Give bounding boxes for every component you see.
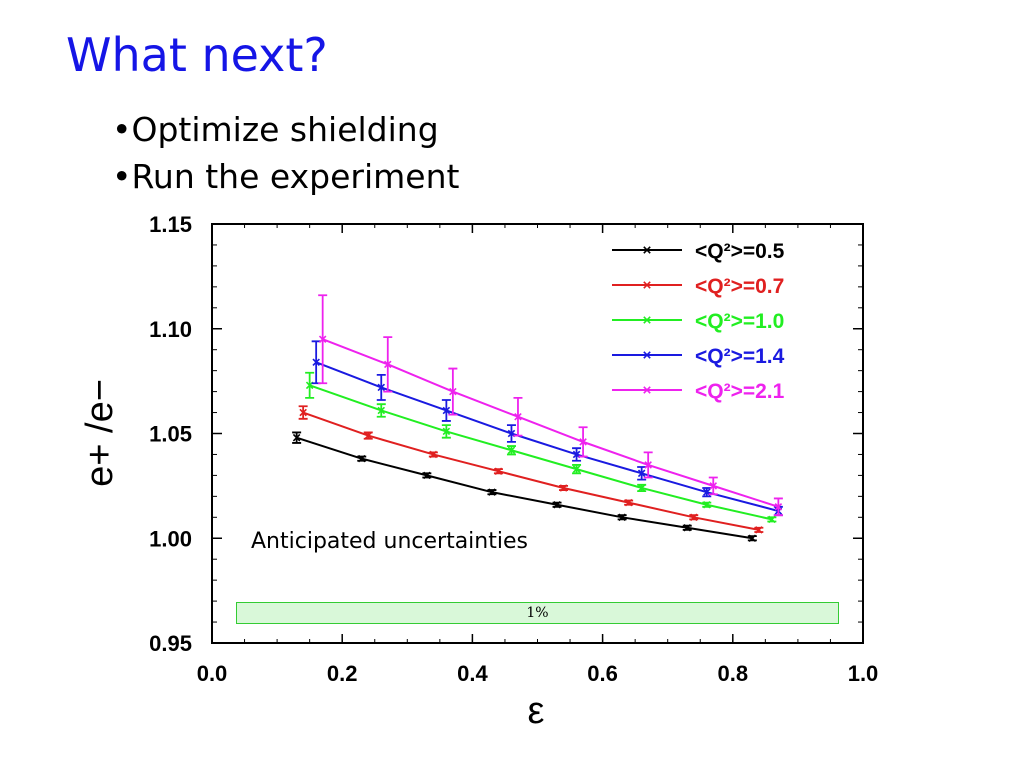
uncertainty-band-label: 1%: [526, 605, 549, 621]
series-layer: [292, 294, 783, 543]
data-point: [709, 482, 718, 490]
data-point: [442, 427, 451, 436]
data-point: [755, 526, 763, 534]
data-point: [318, 335, 327, 343]
data-point: [357, 454, 366, 463]
data-point: [559, 484, 568, 492]
data-point: [299, 408, 307, 417]
bullet-list: Optimize shielding Run the experiment: [112, 106, 459, 200]
series-group: [298, 405, 764, 534]
x-tick-label: 0.8: [718, 661, 749, 686]
x-tick-label: 0.0: [197, 661, 228, 686]
x-axis-label: ε: [528, 690, 545, 732]
data-point: [702, 500, 711, 509]
legend-marker: [643, 281, 651, 289]
series-line: [309, 384, 773, 521]
data-point: [429, 450, 438, 459]
legend-label: <Q²>=2.1: [695, 380, 785, 403]
y-tick-label: 0.95: [149, 631, 192, 656]
legend: <Q²>=0.5 <Q²>=0.7 <Q²>=1.0 <Q²>=1.4 <Q²>=2.1: [612, 240, 785, 403]
bullet-item: Optimize shielding: [112, 106, 459, 153]
data-point: [442, 406, 451, 415]
data-point: [507, 446, 516, 455]
legend-marker: [643, 386, 651, 394]
legend-label: <Q²>=0.7: [695, 275, 784, 298]
x-tick-label: 0.6: [587, 661, 618, 686]
legend-marker: [643, 316, 651, 324]
data-point: [768, 515, 776, 524]
series-line: [302, 411, 760, 531]
data-point: [748, 534, 757, 543]
data-point: [644, 461, 652, 469]
data-point: [624, 498, 633, 507]
y-tick-label: 1.10: [149, 317, 192, 342]
legend-label: <Q²>=1.4: [695, 345, 785, 368]
data-point: [292, 433, 301, 442]
legend-label: <Q²>=1.0: [695, 310, 784, 333]
data-point: [449, 387, 457, 396]
data-point: [514, 412, 522, 421]
x-tick-label: 0.4: [457, 661, 488, 686]
x-tick-label: 0.2: [327, 661, 358, 686]
annotation-text: Anticipated uncertainties: [251, 529, 528, 554]
x-tick-label: 1.0: [848, 661, 879, 686]
series-group: [318, 294, 783, 517]
y-axis-label: e+ /e−: [79, 379, 121, 487]
series-group: [305, 371, 777, 524]
data-point: [618, 513, 626, 522]
legend-marker: [643, 246, 651, 254]
data-point: [683, 524, 691, 532]
data-point: [384, 360, 392, 369]
axis-ticks: 0.0 0.2 0.4 0.6 0.8 1.0 0.95 1.00 1.05 1.10 1.15: [149, 212, 878, 686]
slide-title: What next?: [66, 28, 328, 82]
y-tick-label: 1.00: [149, 526, 192, 551]
data-point: [637, 484, 646, 492]
data-point: [774, 503, 783, 511]
data-point: [637, 469, 646, 478]
data-point: [312, 358, 320, 367]
legend-label: <Q²>=0.5: [695, 240, 785, 263]
data-point: [579, 438, 587, 446]
data-point: [689, 513, 698, 522]
data-point: [364, 431, 373, 440]
data-point: [572, 465, 581, 473]
uncertainty-band: 1%: [236, 602, 839, 624]
legend-marker: [643, 351, 651, 359]
data-point: [423, 471, 431, 480]
series-group: [292, 431, 757, 543]
series-line: [322, 338, 779, 508]
data-point: [377, 406, 386, 415]
data-point: [377, 383, 386, 392]
data-point: [488, 488, 496, 496]
series-line: [296, 436, 753, 540]
bullet-item: Run the experiment: [112, 153, 459, 200]
data-point: [553, 500, 561, 509]
y-tick-label: 1.05: [149, 422, 192, 447]
data-point: [494, 467, 503, 475]
y-tick-label: 1.15: [149, 212, 192, 237]
